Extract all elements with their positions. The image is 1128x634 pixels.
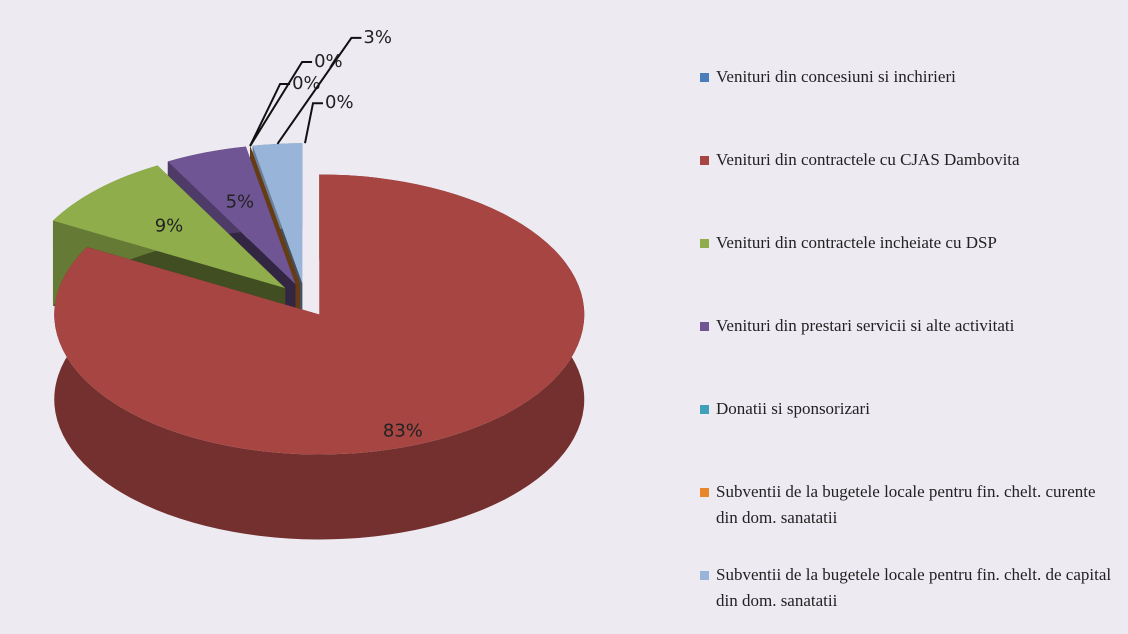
legend-swatch — [700, 571, 709, 580]
slice — [52, 165, 286, 289]
slice — [54, 174, 585, 455]
legend-swatch — [700, 405, 709, 414]
data-label: 5% — [226, 192, 255, 213]
legend-item: Donatii si sponsorizari — [700, 396, 1120, 422]
legend: Venituri din concesiuni si inchirieri Ven… — [700, 0, 1120, 634]
chart: 0%83%9%5%0%0%3% — [52, 27, 585, 540]
legend-item: Venituri din prestari servicii si alte a… — [700, 313, 1120, 339]
slice — [167, 146, 296, 285]
legend-label: Venituri din contractele incheiate cu DS… — [716, 233, 997, 252]
legend-item: Venituri din contractele incheiate cu DS… — [700, 230, 1120, 256]
data-label: 3% — [363, 27, 392, 48]
legend-swatch — [700, 488, 709, 497]
leader-line — [249, 60, 313, 147]
legend-item: Subventii de la bugetele locale pentru f… — [700, 562, 1120, 614]
data-label: 83% — [383, 421, 423, 442]
slice — [252, 143, 303, 284]
legend-label: Venituri din concesiuni si inchirieri — [716, 67, 956, 86]
data-label: 0% — [314, 51, 343, 72]
legend-label: Donatii si sponsorizari — [716, 399, 870, 418]
data-label: 9% — [155, 216, 184, 237]
legend-item: Subventii de la bugetele locale pentru f… — [700, 479, 1120, 531]
data-label: 0% — [292, 73, 321, 94]
leader-line — [276, 36, 362, 145]
data-label: 0% — [325, 92, 354, 113]
leader-line — [249, 82, 291, 147]
legend-label: Subventii de la bugetele locale pentru f… — [716, 482, 1096, 527]
legend-item: Venituri din concesiuni si inchirieri — [700, 64, 1120, 90]
leader-line — [304, 102, 323, 144]
legend-label: Subventii de la bugetele locale pentru f… — [716, 565, 1112, 610]
legend-label: Venituri din contractele cu CJAS Dambovi… — [716, 150, 1020, 169]
slice — [250, 145, 300, 284]
legend-swatch — [700, 322, 709, 331]
legend-swatch — [700, 239, 709, 248]
legend-swatch — [700, 73, 709, 82]
legend-label: Venituri din prestari servicii si alte a… — [716, 316, 1015, 335]
legend-swatch — [700, 156, 709, 165]
legend-item: Venituri din contractele cu CJAS Dambovi… — [700, 147, 1120, 173]
